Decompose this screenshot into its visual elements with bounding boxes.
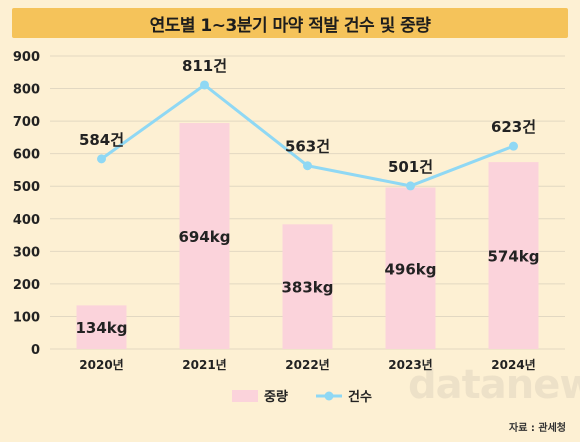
legend-label-bar: 중량 <box>264 390 288 405</box>
watermark: datanews <box>408 362 580 408</box>
bar-data-label: 694kg <box>178 228 230 246</box>
x-tick-label: 2022년 <box>285 358 329 372</box>
line-point <box>509 141 518 151</box>
y-tick-label: 400 <box>13 213 40 228</box>
source-note: 자료 : 관세청 <box>509 423 566 434</box>
bar <box>488 162 539 349</box>
y-tick-label: 100 <box>13 310 40 325</box>
line-data-label: 563건 <box>285 138 330 156</box>
bar <box>179 123 230 349</box>
bar-data-label: 496kg <box>384 260 436 278</box>
chart-title-bar: 연도별 1~3분기 마약 적발 건수 및 중량 <box>12 8 568 38</box>
bar-data-label: 574kg <box>487 248 539 266</box>
y-tick-label: 900 <box>13 50 40 65</box>
chart-title: 연도별 1~3분기 마약 적발 건수 및 중량 <box>149 15 431 36</box>
y-tick-label: 200 <box>13 278 40 293</box>
y-tick-label: 800 <box>13 83 40 98</box>
bar <box>282 224 333 349</box>
line-data-label: 623건 <box>491 118 536 136</box>
x-tick-label: 2021년 <box>182 358 226 372</box>
line-point <box>200 80 209 90</box>
y-tick-label: 700 <box>13 115 40 130</box>
legend-label-line: 건수 <box>348 389 372 405</box>
bar-data-label: 134kg <box>75 319 127 337</box>
line-data-label: 501건 <box>388 158 433 176</box>
y-tick-label: 600 <box>13 148 40 163</box>
bar <box>76 305 127 349</box>
bar-data-label: 383kg <box>281 279 333 297</box>
y-tick-label: 0 <box>31 343 40 358</box>
x-tick-label: 2020년 <box>79 358 123 372</box>
line-point <box>97 154 106 164</box>
line-point <box>303 161 312 171</box>
x-tick-label: 2024년 <box>491 358 535 372</box>
x-tick-label: 2023년 <box>388 358 432 372</box>
y-tick-label: 500 <box>13 180 40 195</box>
line-data-label: 811건 <box>182 57 227 75</box>
bar <box>385 187 436 349</box>
line-series <box>100 83 515 188</box>
y-tick-label: 300 <box>13 245 40 260</box>
line-point <box>406 181 415 191</box>
legend-swatch-bar <box>232 390 258 402</box>
line-data-label: 584건 <box>79 131 124 149</box>
legend-marker-line <box>324 391 334 401</box>
